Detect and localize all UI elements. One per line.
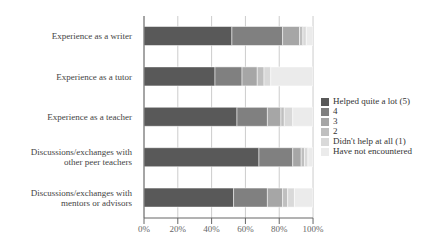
svg-text:100%: 100% <box>303 224 325 234</box>
html-text:Have not encountered: Have not encountered <box>333 146 412 156</box>
svg-text:Discussions/exchanges withothe: Discussions/exchanges withother peer tea… <box>31 147 133 167</box>
html-text:3: 3 <box>333 116 338 126</box>
svg-text:Experience as a writer: Experience as a writer <box>52 31 132 41</box>
svg-text:Discussions/exchanges withment: Discussions/exchanges withmentors or adv… <box>31 188 133 208</box>
html-text:4: 4 <box>333 106 338 116</box>
svg-text:80%: 80% <box>271 224 288 234</box>
svg-text:60%: 60% <box>237 224 254 234</box>
svg-text:Experience as a teacher: Experience as a teacher <box>47 112 132 122</box>
html-text:Didn't help at all (1): Didn't help at all (1) <box>333 136 406 146</box>
svg-text:Experience as a tutor: Experience as a tutor <box>56 72 132 82</box>
svg-text:0%: 0% <box>138 224 151 234</box>
html-text:Helped quite a lot (5): Helped quite a lot (5) <box>333 96 410 106</box>
html-text:2: 2 <box>333 126 338 136</box>
svg-text:40%: 40% <box>203 224 220 234</box>
svg-text:20%: 20% <box>170 224 187 234</box>
